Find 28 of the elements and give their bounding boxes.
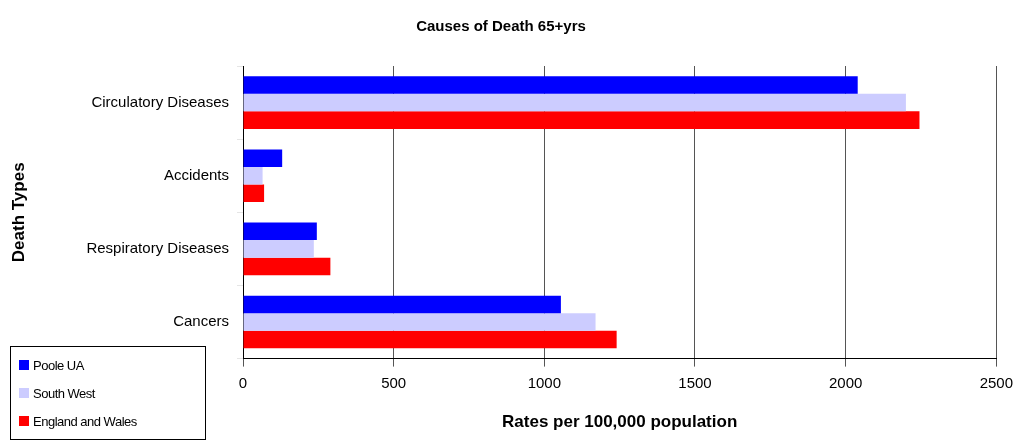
- bar: [243, 240, 314, 258]
- x-tick-label: 0: [238, 373, 248, 391]
- legend-label: England and Wales: [33, 413, 137, 429]
- bar: [243, 313, 596, 331]
- x-tick-label: 2500: [979, 373, 1013, 391]
- x-tick-label: 1000: [527, 373, 562, 391]
- bar: [243, 111, 920, 129]
- x-tick-label: 1500: [678, 373, 712, 391]
- bar: [243, 93, 906, 112]
- legend-label: South West: [33, 385, 95, 401]
- bar: [243, 295, 561, 314]
- legend-label: Poole UA: [33, 357, 84, 373]
- x-tick-label: 2000: [828, 373, 863, 391]
- bar: [243, 166, 263, 185]
- y-tick-label: Cancers: [173, 312, 229, 330]
- chart-title: Causes of Death 65+yrs: [416, 17, 586, 35]
- y-tick-label: Circulatory Diseases: [91, 92, 229, 110]
- x-tick-label: 500: [381, 373, 407, 391]
- bar: [243, 76, 858, 94]
- bar: [243, 257, 331, 276]
- y-tick-label: Respiratory Diseases: [86, 239, 229, 257]
- x-axis-title: Rates per 100,000 population: [502, 412, 738, 432]
- bar: [243, 184, 265, 203]
- y-axis-title: Death Types: [8, 162, 28, 263]
- bar: [243, 330, 617, 349]
- y-tick-label: Accidents: [163, 165, 229, 183]
- bar: [243, 149, 283, 167]
- bar: [243, 222, 317, 241]
